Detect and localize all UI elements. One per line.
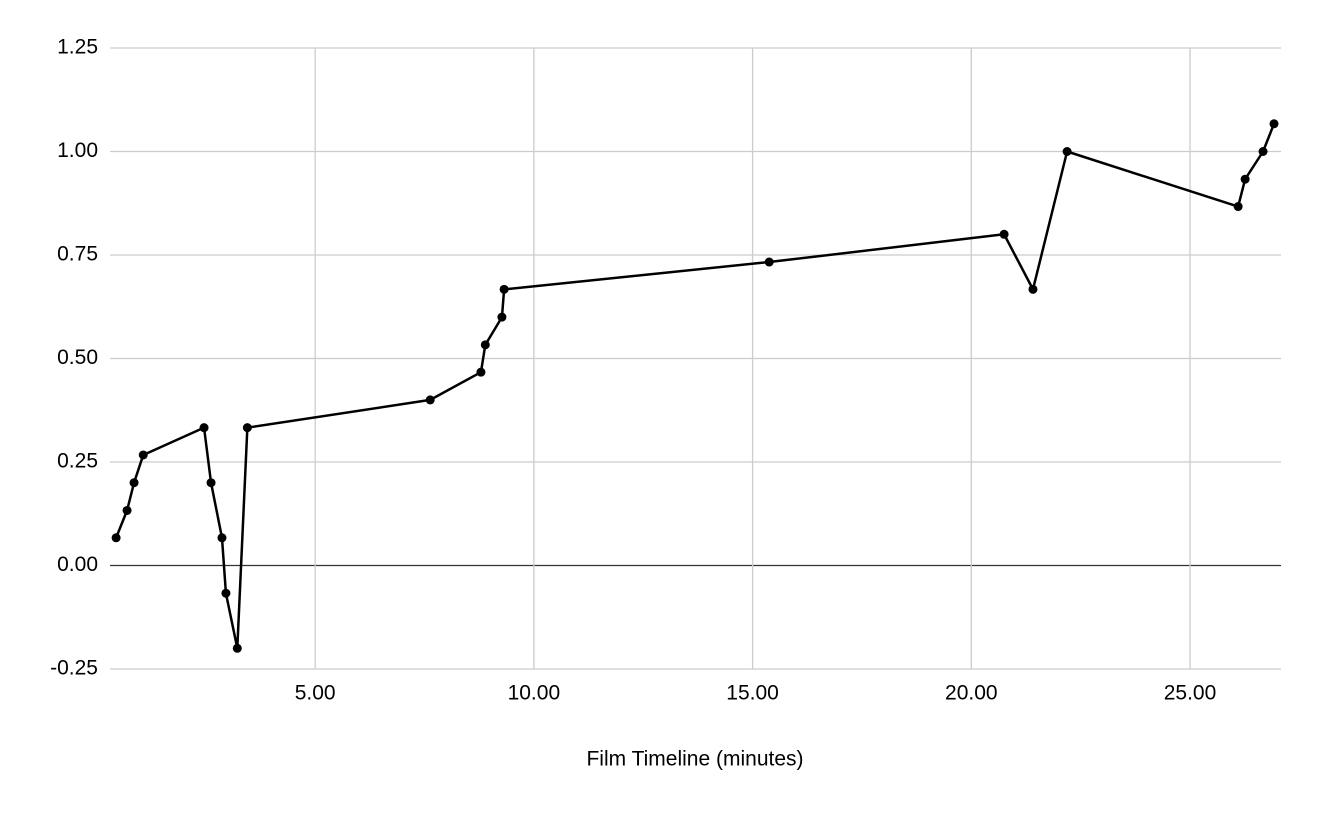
data-point: [138, 450, 148, 460]
data-point: [1062, 147, 1072, 156]
data-point: [242, 423, 252, 433]
x-tick-label: 10.00: [508, 682, 561, 705]
data-point: [764, 257, 774, 267]
data-point: [476, 367, 486, 377]
data-point: [1240, 174, 1250, 184]
y-tick-label: -0.25: [50, 657, 98, 680]
data-point: [129, 478, 139, 488]
data-point: [1233, 202, 1243, 212]
data-point: [122, 505, 132, 515]
y-tick-label: 0.75: [57, 243, 98, 266]
data-point: [425, 395, 435, 405]
x-tick-label: 25.00: [1164, 682, 1217, 705]
data-point: [1258, 147, 1268, 156]
y-tick-label: 1.00: [57, 139, 98, 162]
data-point: [480, 340, 490, 350]
data-point: [232, 643, 242, 653]
data-point: [221, 588, 231, 598]
x-axis-label: Film Timeline (minutes): [586, 748, 803, 771]
data-point: [1028, 284, 1038, 294]
y-tick-label: 0.00: [57, 553, 98, 576]
data-point: [217, 533, 227, 543]
series-line: [114, 123, 1276, 650]
x-tick-label: 5.00: [295, 682, 336, 705]
data-point: [497, 312, 507, 322]
x-tick-label: 20.00: [945, 682, 998, 705]
data-point: [1269, 119, 1279, 129]
data-point: [499, 284, 509, 294]
y-tick-label: 1.25: [57, 36, 98, 59]
data-point: [206, 478, 216, 488]
data-point: [199, 423, 209, 433]
data-point: [999, 229, 1009, 239]
x-tick-label: 15.00: [726, 682, 779, 705]
y-tick-label: 0.25: [57, 450, 98, 473]
data-point: [111, 533, 121, 543]
y-tick-label: 0.50: [57, 346, 98, 369]
